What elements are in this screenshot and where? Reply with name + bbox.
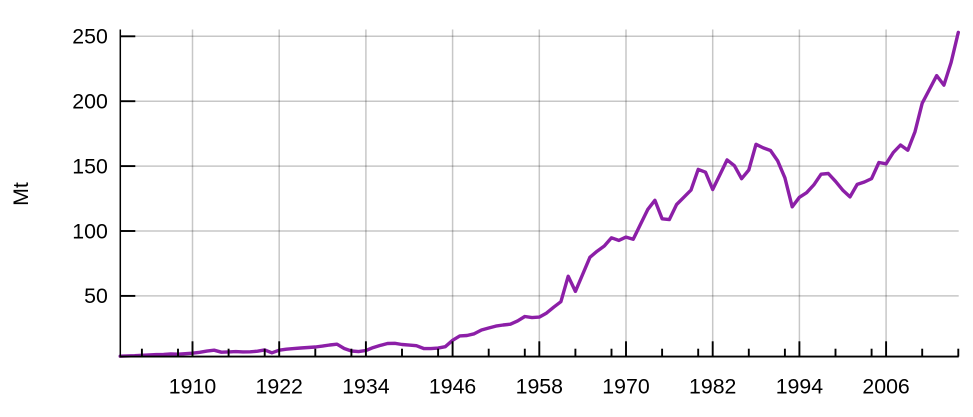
svg-text:50: 50	[84, 284, 108, 308]
svg-text:1994: 1994	[776, 375, 824, 399]
svg-text:200: 200	[72, 90, 108, 114]
svg-text:1970: 1970	[602, 375, 650, 399]
svg-text:1922: 1922	[256, 375, 303, 399]
svg-text:1958: 1958	[516, 375, 563, 399]
svg-text:1946: 1946	[429, 375, 476, 399]
svg-text:1934: 1934	[342, 375, 390, 399]
svg-text:1982: 1982	[689, 375, 736, 399]
svg-text:1910: 1910	[169, 375, 217, 399]
svg-text:150: 150	[72, 154, 108, 178]
svg-text:2006: 2006	[862, 375, 909, 399]
svg-text:250: 250	[72, 25, 108, 49]
svg-text:Mt: Mt	[9, 182, 33, 206]
svg-text:100: 100	[72, 219, 108, 243]
